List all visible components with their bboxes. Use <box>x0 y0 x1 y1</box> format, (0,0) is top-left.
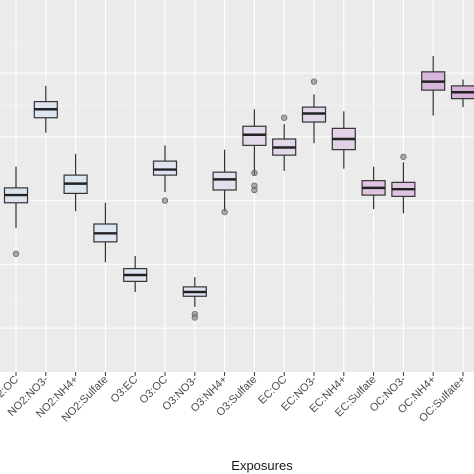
outlier-point-0 <box>12 250 20 257</box>
box-O3:NH4+ <box>212 149 237 216</box>
outlier-point-2 <box>251 186 258 194</box>
box-OC:Sulfate+ <box>450 79 474 108</box>
x-axis-title: Exposures <box>231 458 293 473</box>
box-EC:NH4+ <box>331 111 356 169</box>
box-O3:OC <box>152 145 178 204</box>
box-O3:EC <box>123 255 148 292</box>
box-EC:NO3- <box>301 78 327 144</box>
outlier-point-0 <box>251 169 258 177</box>
box-OC:NO3- <box>391 153 416 214</box>
outlier-point-0 <box>281 114 288 121</box>
box-NO2:NO3- <box>33 85 58 133</box>
box-body <box>152 160 178 176</box>
box-NO2:NH4+ <box>63 153 88 212</box>
box-OC:NH4+ <box>421 56 446 116</box>
x-tick-label-4: O3:EC <box>108 374 140 406</box>
outlier-point-0 <box>161 197 169 204</box>
outlier-point-0 <box>400 153 407 160</box>
box-NO2:OC <box>3 166 29 257</box>
box-body <box>212 171 237 191</box>
box-NO2:Sulfate <box>93 202 118 263</box>
outlier-point-0 <box>310 78 318 85</box>
x-axis-ticks: NO2:OCNO2:NO3-NO2:NH4+NO2:SulfateO3:ECO3… <box>0 372 468 425</box>
box-EC:OC <box>272 114 297 171</box>
box-O3:NO3- <box>182 277 207 321</box>
box-series <box>3 56 474 321</box>
box-EC:Sulfate <box>361 166 386 210</box>
outlier-point-0 <box>221 209 228 216</box>
box-O3:Sulfate <box>242 109 267 194</box>
outlier-point-1 <box>191 314 198 321</box>
